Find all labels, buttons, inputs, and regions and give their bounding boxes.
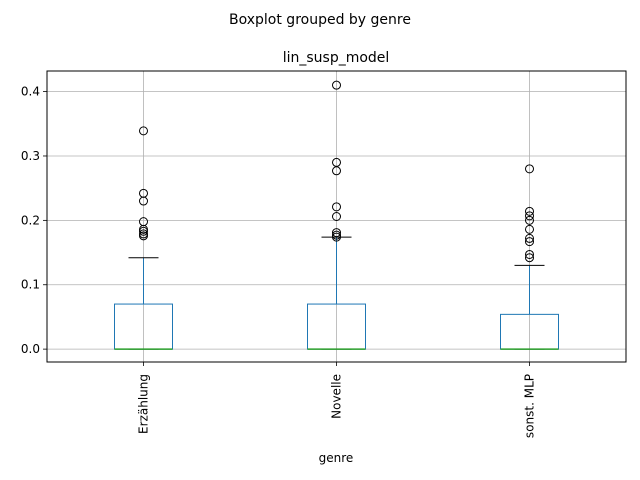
flier-point [332,212,341,221]
chart-title: lin_susp_model [283,50,390,66]
flier-point [332,228,341,238]
y-tick-label: 0.3 [21,149,40,163]
flier-point [332,202,341,212]
flier-point [332,80,341,90]
y-tick-label: 0.1 [21,278,40,292]
flier-point [525,237,534,247]
flier-point [525,233,534,243]
y-tick-label: 0.4 [21,85,40,99]
flier-point [525,206,534,216]
x-tick-label: Novelle [330,374,344,419]
flier-point [525,211,534,221]
y-tick-label: 0.2 [21,213,40,227]
flier-point [525,215,534,225]
flier-point [139,126,148,136]
flier-point [332,230,341,240]
x-axis-label: genre [319,451,354,465]
axes: 0.0 0.1 0.2 0.3 0.4 Erzählung Novelle sonst. ML… [21,85,537,438]
flier-point [525,224,534,234]
flier-point [139,188,148,198]
x-tick-label: sonst. MLP [523,374,537,438]
flier-point [525,164,534,174]
chart-suptitle: Boxplot grouped by genre [229,12,411,28]
grid-lines [47,71,626,362]
flier-point [525,253,534,263]
box-marks [114,80,559,350]
x-tick-label: Erzählung [137,374,151,434]
flier-point [525,249,534,259]
flier-point [139,217,148,227]
y-tick-label: 0.0 [21,342,40,356]
flier-point [139,229,148,239]
flier-point [332,157,341,167]
